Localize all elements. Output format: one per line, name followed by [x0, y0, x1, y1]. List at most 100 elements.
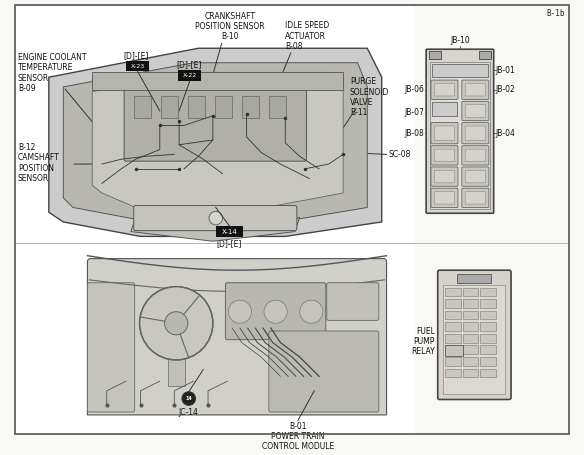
Text: IDLE SPEED
ACTUATOR
B-08: IDLE SPEED ACTUATOR B-08	[285, 21, 329, 51]
FancyBboxPatch shape	[465, 83, 485, 96]
Bar	[269, 96, 286, 118]
Text: JB-01: JB-01	[496, 66, 515, 75]
Bar	[480, 299, 496, 308]
Text: JB-08: JB-08	[405, 129, 424, 138]
Bar	[480, 322, 496, 331]
Bar	[463, 334, 478, 343]
FancyBboxPatch shape	[434, 170, 454, 183]
Bar	[92, 72, 343, 90]
Text: JC-14: JC-14	[179, 408, 199, 417]
Text: JB-02: JB-02	[496, 85, 515, 94]
FancyBboxPatch shape	[269, 331, 379, 412]
Bar	[161, 96, 178, 118]
FancyBboxPatch shape	[462, 188, 489, 207]
Polygon shape	[63, 63, 367, 222]
FancyBboxPatch shape	[465, 192, 485, 204]
Polygon shape	[49, 48, 382, 237]
Bar	[429, 51, 440, 59]
Bar	[480, 311, 496, 319]
Bar	[242, 96, 259, 118]
Bar	[446, 357, 461, 366]
Text: FUEL
PUMP
RELAY: FUEL PUMP RELAY	[411, 327, 435, 357]
FancyBboxPatch shape	[88, 283, 135, 412]
Bar	[168, 289, 185, 386]
Bar	[215, 226, 243, 238]
Text: JB-04: JB-04	[496, 129, 516, 138]
Circle shape	[264, 300, 287, 323]
Bar	[480, 369, 496, 377]
Text: [D]-[E]: [D]-[E]	[123, 51, 148, 60]
FancyBboxPatch shape	[431, 80, 458, 99]
FancyBboxPatch shape	[434, 149, 454, 162]
FancyBboxPatch shape	[465, 126, 485, 141]
Bar	[446, 322, 461, 331]
FancyBboxPatch shape	[134, 206, 297, 231]
Circle shape	[228, 300, 252, 323]
Circle shape	[209, 211, 223, 225]
Bar	[430, 62, 490, 209]
Bar	[443, 285, 505, 394]
Text: [D]-[E]: [D]-[E]	[176, 61, 201, 70]
Bar	[446, 369, 461, 377]
FancyBboxPatch shape	[462, 146, 489, 165]
FancyBboxPatch shape	[462, 167, 489, 186]
Bar	[15, 243, 413, 434]
Text: SC-08: SC-08	[388, 150, 411, 159]
Text: PURGE
SOLENOID
VALVE
B-11: PURGE SOLENOID VALVE B-11	[350, 77, 390, 117]
Text: X-23: X-23	[130, 64, 145, 69]
Bar	[480, 334, 496, 343]
Text: JB-06: JB-06	[404, 85, 424, 94]
Bar	[446, 334, 461, 343]
Bar	[463, 345, 478, 354]
FancyBboxPatch shape	[225, 283, 326, 340]
Circle shape	[300, 300, 323, 323]
FancyBboxPatch shape	[438, 270, 511, 399]
Bar	[463, 299, 478, 308]
Bar	[446, 311, 461, 319]
Bar	[432, 102, 457, 116]
Text: X-14: X-14	[221, 228, 237, 235]
Text: B-01
POWER TRAIN
CONTROL MODULE: B-01 POWER TRAIN CONTROL MODULE	[262, 422, 334, 451]
Circle shape	[165, 312, 188, 335]
FancyBboxPatch shape	[326, 283, 379, 320]
FancyBboxPatch shape	[434, 126, 454, 141]
Text: CRANKSHAFT
POSITION SENSOR
B-10: CRANKSHAFT POSITION SENSOR B-10	[196, 11, 265, 41]
Bar	[463, 369, 478, 377]
FancyBboxPatch shape	[465, 105, 485, 117]
FancyBboxPatch shape	[462, 122, 489, 144]
FancyBboxPatch shape	[431, 167, 458, 186]
Bar	[126, 61, 149, 71]
FancyBboxPatch shape	[434, 83, 454, 96]
Bar	[446, 299, 461, 308]
Bar	[446, 288, 461, 296]
Bar	[188, 96, 205, 118]
Bar	[15, 5, 413, 243]
Bar	[432, 64, 488, 77]
FancyBboxPatch shape	[465, 149, 485, 162]
Bar	[479, 51, 491, 59]
Circle shape	[140, 287, 213, 360]
FancyBboxPatch shape	[465, 170, 485, 183]
Text: ENGINE COOLANT
TEMPERATURE
SENSOR
B-09: ENGINE COOLANT TEMPERATURE SENSOR B-09	[18, 53, 86, 93]
Text: [D]-[E]: [D]-[E]	[217, 239, 242, 248]
FancyBboxPatch shape	[462, 101, 489, 121]
Text: B-12
CAMSHAFT
POSITION
SENSOR: B-12 CAMSHAFT POSITION SENSOR	[18, 143, 60, 183]
Bar	[480, 288, 496, 296]
Text: X-22: X-22	[183, 73, 197, 78]
FancyBboxPatch shape	[431, 188, 458, 207]
Text: JB-10: JB-10	[450, 36, 470, 46]
FancyBboxPatch shape	[462, 80, 489, 99]
FancyBboxPatch shape	[431, 146, 458, 165]
Bar	[215, 96, 232, 118]
Bar	[134, 96, 151, 118]
FancyBboxPatch shape	[431, 122, 458, 144]
Bar	[463, 311, 478, 319]
Bar	[457, 274, 491, 283]
Bar	[480, 357, 496, 366]
FancyBboxPatch shape	[124, 90, 307, 161]
Text: B-1b: B-1b	[547, 9, 565, 18]
FancyBboxPatch shape	[434, 192, 454, 204]
Bar	[446, 345, 463, 356]
Circle shape	[182, 392, 196, 405]
Text: 14: 14	[185, 396, 192, 401]
